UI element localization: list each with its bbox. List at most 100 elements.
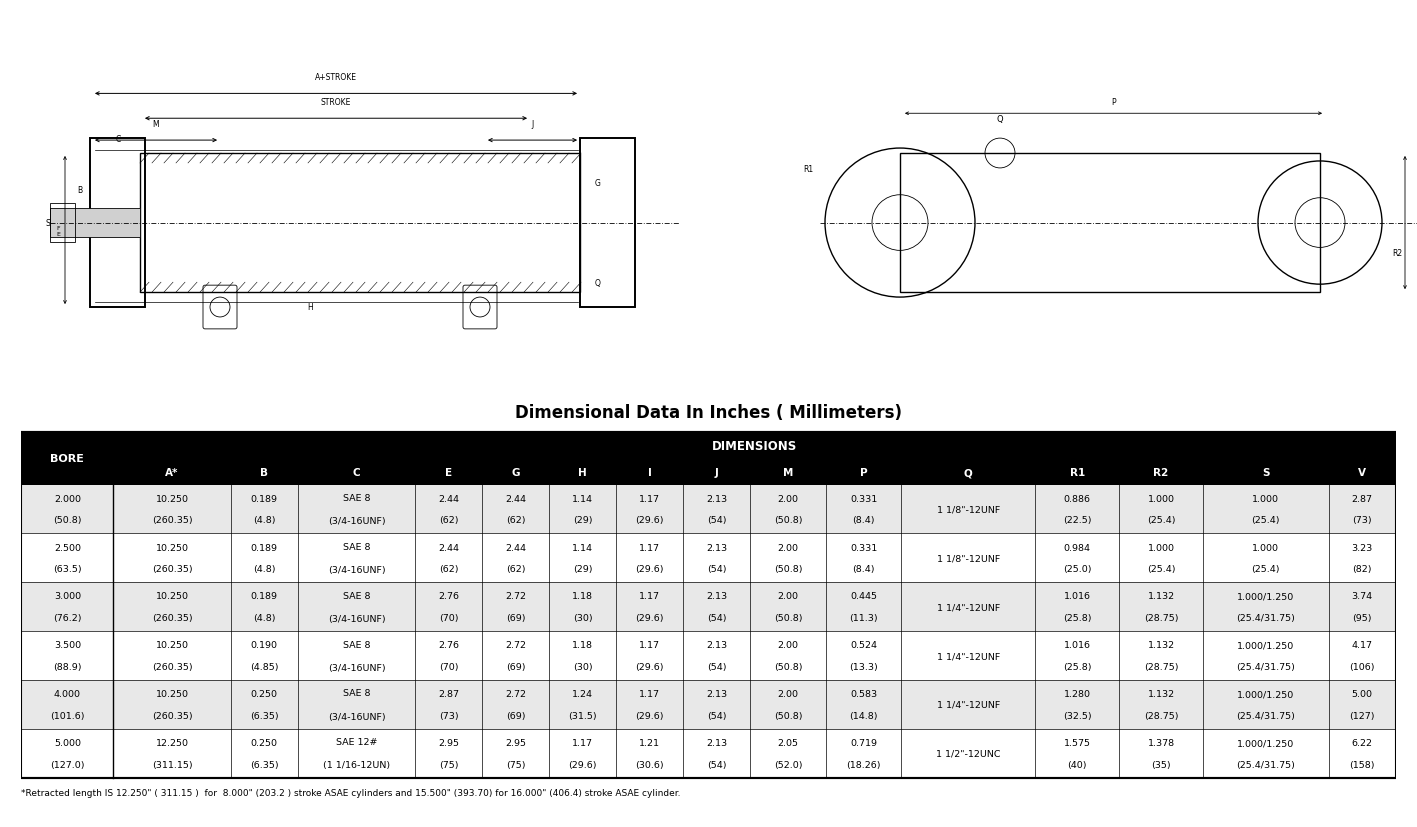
- Text: 1.21: 1.21: [639, 739, 660, 747]
- Text: 2.13: 2.13: [706, 641, 727, 649]
- Text: (30): (30): [572, 662, 592, 671]
- Text: (52.0): (52.0): [774, 760, 802, 768]
- Bar: [21, 583, 1396, 632]
- Text: (62): (62): [439, 565, 459, 573]
- Text: 2.72: 2.72: [506, 641, 526, 649]
- Text: (75): (75): [439, 760, 459, 768]
- Text: 1 1/4"-12UNF: 1 1/4"-12UNF: [937, 700, 1000, 709]
- Text: (54): (54): [707, 760, 727, 768]
- Text: 2.13: 2.13: [706, 592, 727, 600]
- Text: (29.6): (29.6): [636, 516, 665, 524]
- Text: (158): (158): [1349, 760, 1374, 768]
- Text: (32.5): (32.5): [1063, 711, 1091, 719]
- Bar: [21, 485, 1396, 534]
- Bar: [21, 680, 1396, 729]
- Text: (62): (62): [439, 516, 459, 524]
- Text: P: P: [1111, 98, 1115, 108]
- Text: (22.5): (22.5): [1063, 516, 1091, 524]
- Text: E: E: [445, 467, 452, 478]
- Text: H: H: [307, 303, 313, 312]
- Text: 1.18: 1.18: [572, 641, 594, 649]
- Text: 1.132: 1.132: [1148, 641, 1175, 649]
- Text: R1: R1: [803, 165, 813, 174]
- Text: H: H: [578, 467, 587, 478]
- Text: 2.00: 2.00: [778, 592, 799, 600]
- Text: (260.35): (260.35): [152, 565, 193, 573]
- Text: 1.000: 1.000: [1148, 495, 1175, 503]
- Text: 0.250: 0.250: [251, 739, 278, 747]
- Text: (29.6): (29.6): [636, 662, 665, 671]
- Text: 1.17: 1.17: [572, 739, 594, 747]
- Text: (260.35): (260.35): [152, 614, 193, 622]
- Text: 5.000: 5.000: [54, 739, 81, 747]
- Text: 2.95: 2.95: [506, 739, 526, 747]
- Text: 0.445: 0.445: [850, 592, 877, 600]
- Text: 2.72: 2.72: [506, 690, 526, 698]
- Text: 1.000/1.250: 1.000/1.250: [1237, 592, 1295, 600]
- Text: 2.87: 2.87: [1352, 495, 1373, 503]
- Text: (73): (73): [439, 711, 459, 719]
- Text: 0.189: 0.189: [251, 543, 278, 552]
- Text: 2.00: 2.00: [778, 690, 799, 698]
- Text: BORE: BORE: [51, 453, 84, 464]
- Text: (29): (29): [572, 565, 592, 573]
- Text: (25.4/31.75): (25.4/31.75): [1237, 760, 1295, 768]
- Bar: [900, 154, 1321, 293]
- Bar: [21, 460, 1396, 485]
- Text: 2.76: 2.76: [438, 641, 459, 649]
- Text: (50.8): (50.8): [774, 516, 802, 524]
- Text: (101.6): (101.6): [50, 711, 85, 719]
- Text: (29.6): (29.6): [636, 565, 665, 573]
- Text: 0.331: 0.331: [850, 543, 877, 552]
- Text: 1 1/4"-12UNF: 1 1/4"-12UNF: [937, 652, 1000, 660]
- Text: B: B: [261, 467, 268, 478]
- Text: 10.250: 10.250: [156, 641, 188, 649]
- Text: 3.23: 3.23: [1352, 543, 1373, 552]
- Text: 1.14: 1.14: [572, 495, 594, 503]
- Text: (3/4-16UNF): (3/4-16UNF): [327, 517, 385, 525]
- Text: (54): (54): [707, 614, 727, 622]
- Text: 2.000: 2.000: [54, 495, 81, 503]
- Text: 10.250: 10.250: [156, 495, 188, 503]
- Text: (6.35): (6.35): [249, 711, 279, 719]
- Text: (50.8): (50.8): [52, 516, 82, 524]
- Text: (54): (54): [707, 662, 727, 671]
- Text: 2.44: 2.44: [506, 495, 526, 503]
- Text: (8.4): (8.4): [852, 565, 874, 573]
- Text: 0.886: 0.886: [1064, 495, 1091, 503]
- Text: 2.44: 2.44: [506, 543, 526, 552]
- Text: (3/4-16UNF): (3/4-16UNF): [327, 566, 385, 574]
- Text: (75): (75): [506, 760, 526, 768]
- Text: 0.250: 0.250: [251, 690, 278, 698]
- Text: 1.016: 1.016: [1064, 641, 1091, 649]
- Text: (73): (73): [1352, 516, 1372, 524]
- Text: (54): (54): [707, 565, 727, 573]
- Text: J: J: [716, 467, 718, 478]
- Text: (25.4): (25.4): [1146, 565, 1175, 573]
- Text: (1 1/16-12UN): (1 1/16-12UN): [323, 761, 390, 769]
- Text: SAE 12#: SAE 12#: [336, 738, 377, 746]
- Text: Q: Q: [996, 115, 1003, 124]
- Text: (31.5): (31.5): [568, 711, 597, 719]
- Text: 1.24: 1.24: [572, 690, 594, 698]
- Text: (70): (70): [439, 614, 459, 622]
- Text: R1: R1: [1070, 467, 1085, 478]
- Text: (29): (29): [572, 516, 592, 524]
- Text: S: S: [45, 219, 50, 227]
- Text: 1.14: 1.14: [572, 543, 594, 552]
- Text: C: C: [115, 135, 120, 144]
- Text: 3.500: 3.500: [54, 641, 81, 649]
- Text: J: J: [531, 120, 534, 129]
- Text: 2.72: 2.72: [506, 592, 526, 600]
- Text: (260.35): (260.35): [152, 711, 193, 719]
- Text: (4.85): (4.85): [249, 662, 279, 671]
- Text: 0.331: 0.331: [850, 495, 877, 503]
- Text: 2.13: 2.13: [706, 495, 727, 503]
- Text: 2.13: 2.13: [706, 543, 727, 552]
- Text: (54): (54): [707, 711, 727, 719]
- Text: M: M: [784, 467, 794, 478]
- Text: M: M: [153, 120, 159, 129]
- Text: (25.4/31.75): (25.4/31.75): [1237, 711, 1295, 719]
- Text: 1.000: 1.000: [1148, 543, 1175, 552]
- Text: 10.250: 10.250: [156, 543, 188, 552]
